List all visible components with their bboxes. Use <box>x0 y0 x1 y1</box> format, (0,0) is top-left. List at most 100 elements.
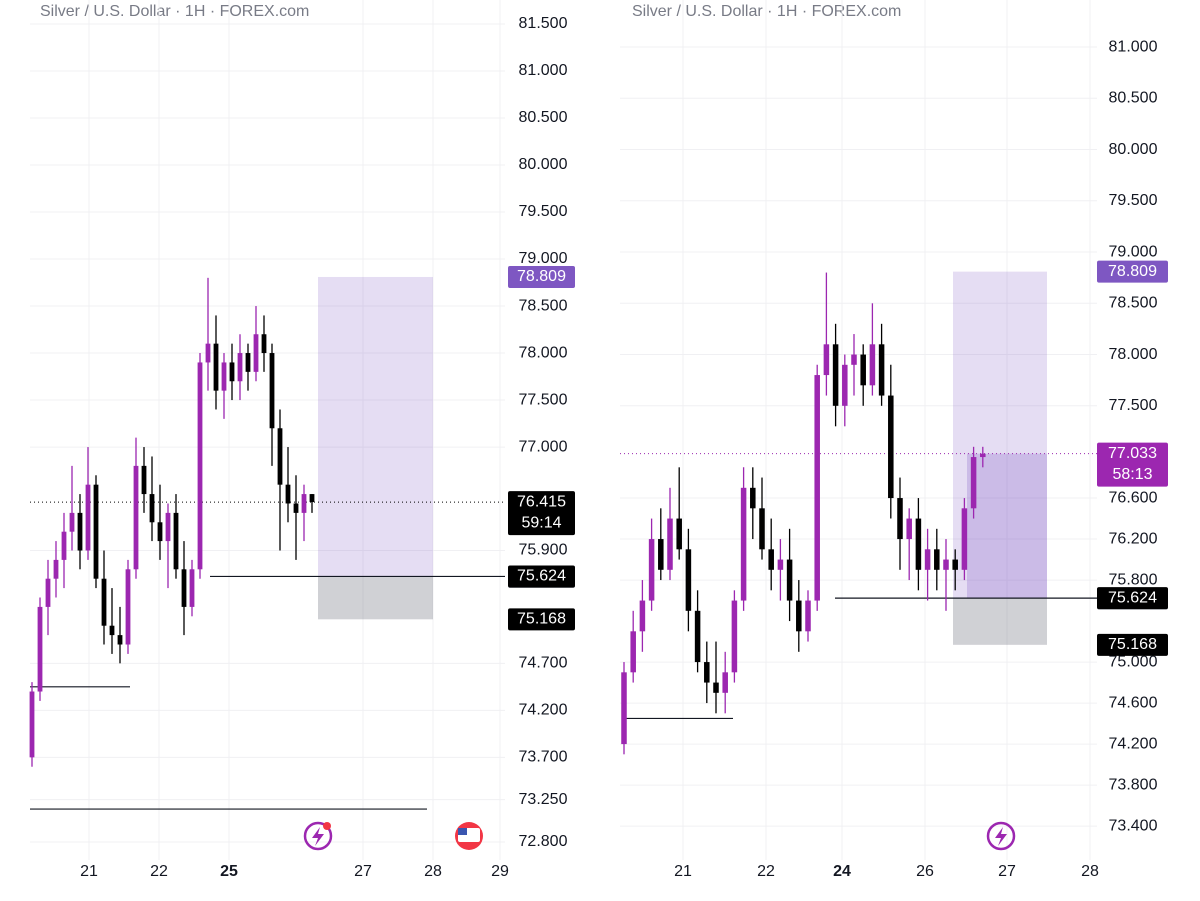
candle-body <box>261 334 267 354</box>
y-tick-label: 80.500 <box>519 109 568 126</box>
candle-body <box>277 428 283 485</box>
candle-body <box>639 600 646 632</box>
y-tick-label: 73.700 <box>519 749 568 766</box>
y-tick-label: 81.500 <box>519 15 568 32</box>
candle-body <box>980 453 986 458</box>
y-tick-label: 75.800 <box>1109 571 1158 588</box>
candle-body <box>906 518 912 540</box>
open-pnl-zone <box>967 453 1047 599</box>
candle-body <box>676 518 682 550</box>
lightning-icon[interactable] <box>986 821 1016 851</box>
candle-body <box>694 610 701 663</box>
entry-badge: 75.624 <box>1108 589 1157 606</box>
target-badge-bg <box>1097 260 1168 283</box>
candle-body <box>101 578 107 626</box>
candle-body <box>181 569 187 607</box>
candle-body <box>229 362 235 382</box>
chart-panel: Silver / U.S. Dollar · 1H · FOREX.com 21 2… <box>29 0 575 880</box>
y-tick-label: 74.200 <box>519 702 568 719</box>
candle-body <box>786 559 793 601</box>
y-tick-label: 76.600 <box>1109 489 1158 506</box>
candle-body <box>777 559 784 570</box>
stop-zone <box>953 598 1047 645</box>
candle-body <box>157 522 163 542</box>
x-tick-label: 22 <box>150 863 168 880</box>
candle-body <box>878 344 885 396</box>
left-icons <box>303 821 483 851</box>
current-badge: 77.033 <box>1108 445 1157 462</box>
y-tick-label: 78.000 <box>1109 346 1158 363</box>
candle-body <box>141 465 147 495</box>
x-tick-label: 28 <box>1081 863 1099 880</box>
target-badge-bg <box>508 265 575 288</box>
candle-body <box>924 549 931 570</box>
y-tick-label: 78.500 <box>1109 295 1158 312</box>
candle-body <box>309 494 315 503</box>
candle-body <box>842 364 848 406</box>
candle-body <box>934 549 940 570</box>
flag-canton <box>458 828 467 835</box>
current-badge: 76.415 <box>517 493 566 510</box>
candle-body <box>109 625 115 636</box>
lightning-glyph <box>995 827 1007 846</box>
candle-body <box>943 559 949 570</box>
stop-zone <box>318 576 433 620</box>
lightning-icon[interactable] <box>303 821 333 851</box>
candle-body <box>237 353 243 382</box>
candle-body <box>77 512 83 551</box>
y-tick-label: 81.000 <box>1109 38 1158 55</box>
x-tick-label: 28 <box>424 863 442 880</box>
x-tick-label: 27 <box>354 863 372 880</box>
candle-body <box>173 512 179 570</box>
x-tick-label: 27 <box>998 863 1016 880</box>
lightning-glyph <box>312 827 324 846</box>
x-tick-label: 29 <box>491 863 509 880</box>
candle-body <box>750 487 756 509</box>
y-tick-label: 74.700 <box>519 655 568 672</box>
chart-title: Silver / U.S. Dollar · 1H · FOREX.com <box>40 3 309 20</box>
candle-body <box>29 691 35 758</box>
candle-body <box>149 494 155 523</box>
y-tick-label: 73.800 <box>1109 776 1158 793</box>
candle-body <box>897 498 903 540</box>
candle-body <box>823 344 830 376</box>
candle-body <box>970 457 977 509</box>
candle-body <box>53 559 59 579</box>
target-zone <box>318 276 433 577</box>
candle-body <box>731 600 738 673</box>
candle-body <box>189 569 195 607</box>
candle-body <box>85 484 91 551</box>
candle-body <box>61 531 67 560</box>
candle-body <box>197 362 203 570</box>
candle-body <box>888 395 894 499</box>
candle-body <box>69 512 75 532</box>
entry-badge-bg <box>1097 587 1168 610</box>
candle-body <box>759 508 765 550</box>
candle-body <box>869 344 876 386</box>
x-tick-label: 25 <box>220 863 238 880</box>
candle-body <box>961 508 968 570</box>
y-tick-label: 74.600 <box>1109 694 1158 711</box>
y-tick-label: 79.000 <box>519 250 568 267</box>
y-tick-label: 80.000 <box>1109 141 1158 158</box>
candle-body <box>37 606 43 692</box>
y-tick-label: 73.400 <box>1109 817 1158 834</box>
target-badge: 78.809 <box>517 268 566 285</box>
entry-badge: 75.624 <box>517 568 566 585</box>
chart-title: Silver / U.S. Dollar · 1H · FOREX.com <box>632 3 901 20</box>
x-tick-label: 22 <box>757 863 775 880</box>
y-tick-label: 72.800 <box>519 833 568 850</box>
candle-body <box>915 518 922 570</box>
y-tick-label: 80.500 <box>1109 90 1158 107</box>
target-badge: 78.809 <box>1108 263 1157 280</box>
y-tick-label: 79.000 <box>1109 243 1158 260</box>
candle-body <box>253 334 259 372</box>
stop-badge: 75.168 <box>1108 636 1157 653</box>
candle-body <box>667 518 673 570</box>
candle-body <box>814 375 820 601</box>
candle-body <box>245 353 251 372</box>
y-tick-label: 77.500 <box>1109 397 1158 414</box>
stop-badge-bg <box>508 608 575 631</box>
y-tick-label: 77.500 <box>519 391 568 408</box>
